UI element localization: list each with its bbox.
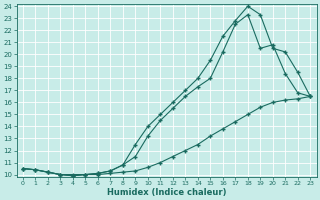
X-axis label: Humidex (Indice chaleur): Humidex (Indice chaleur) <box>107 188 226 197</box>
